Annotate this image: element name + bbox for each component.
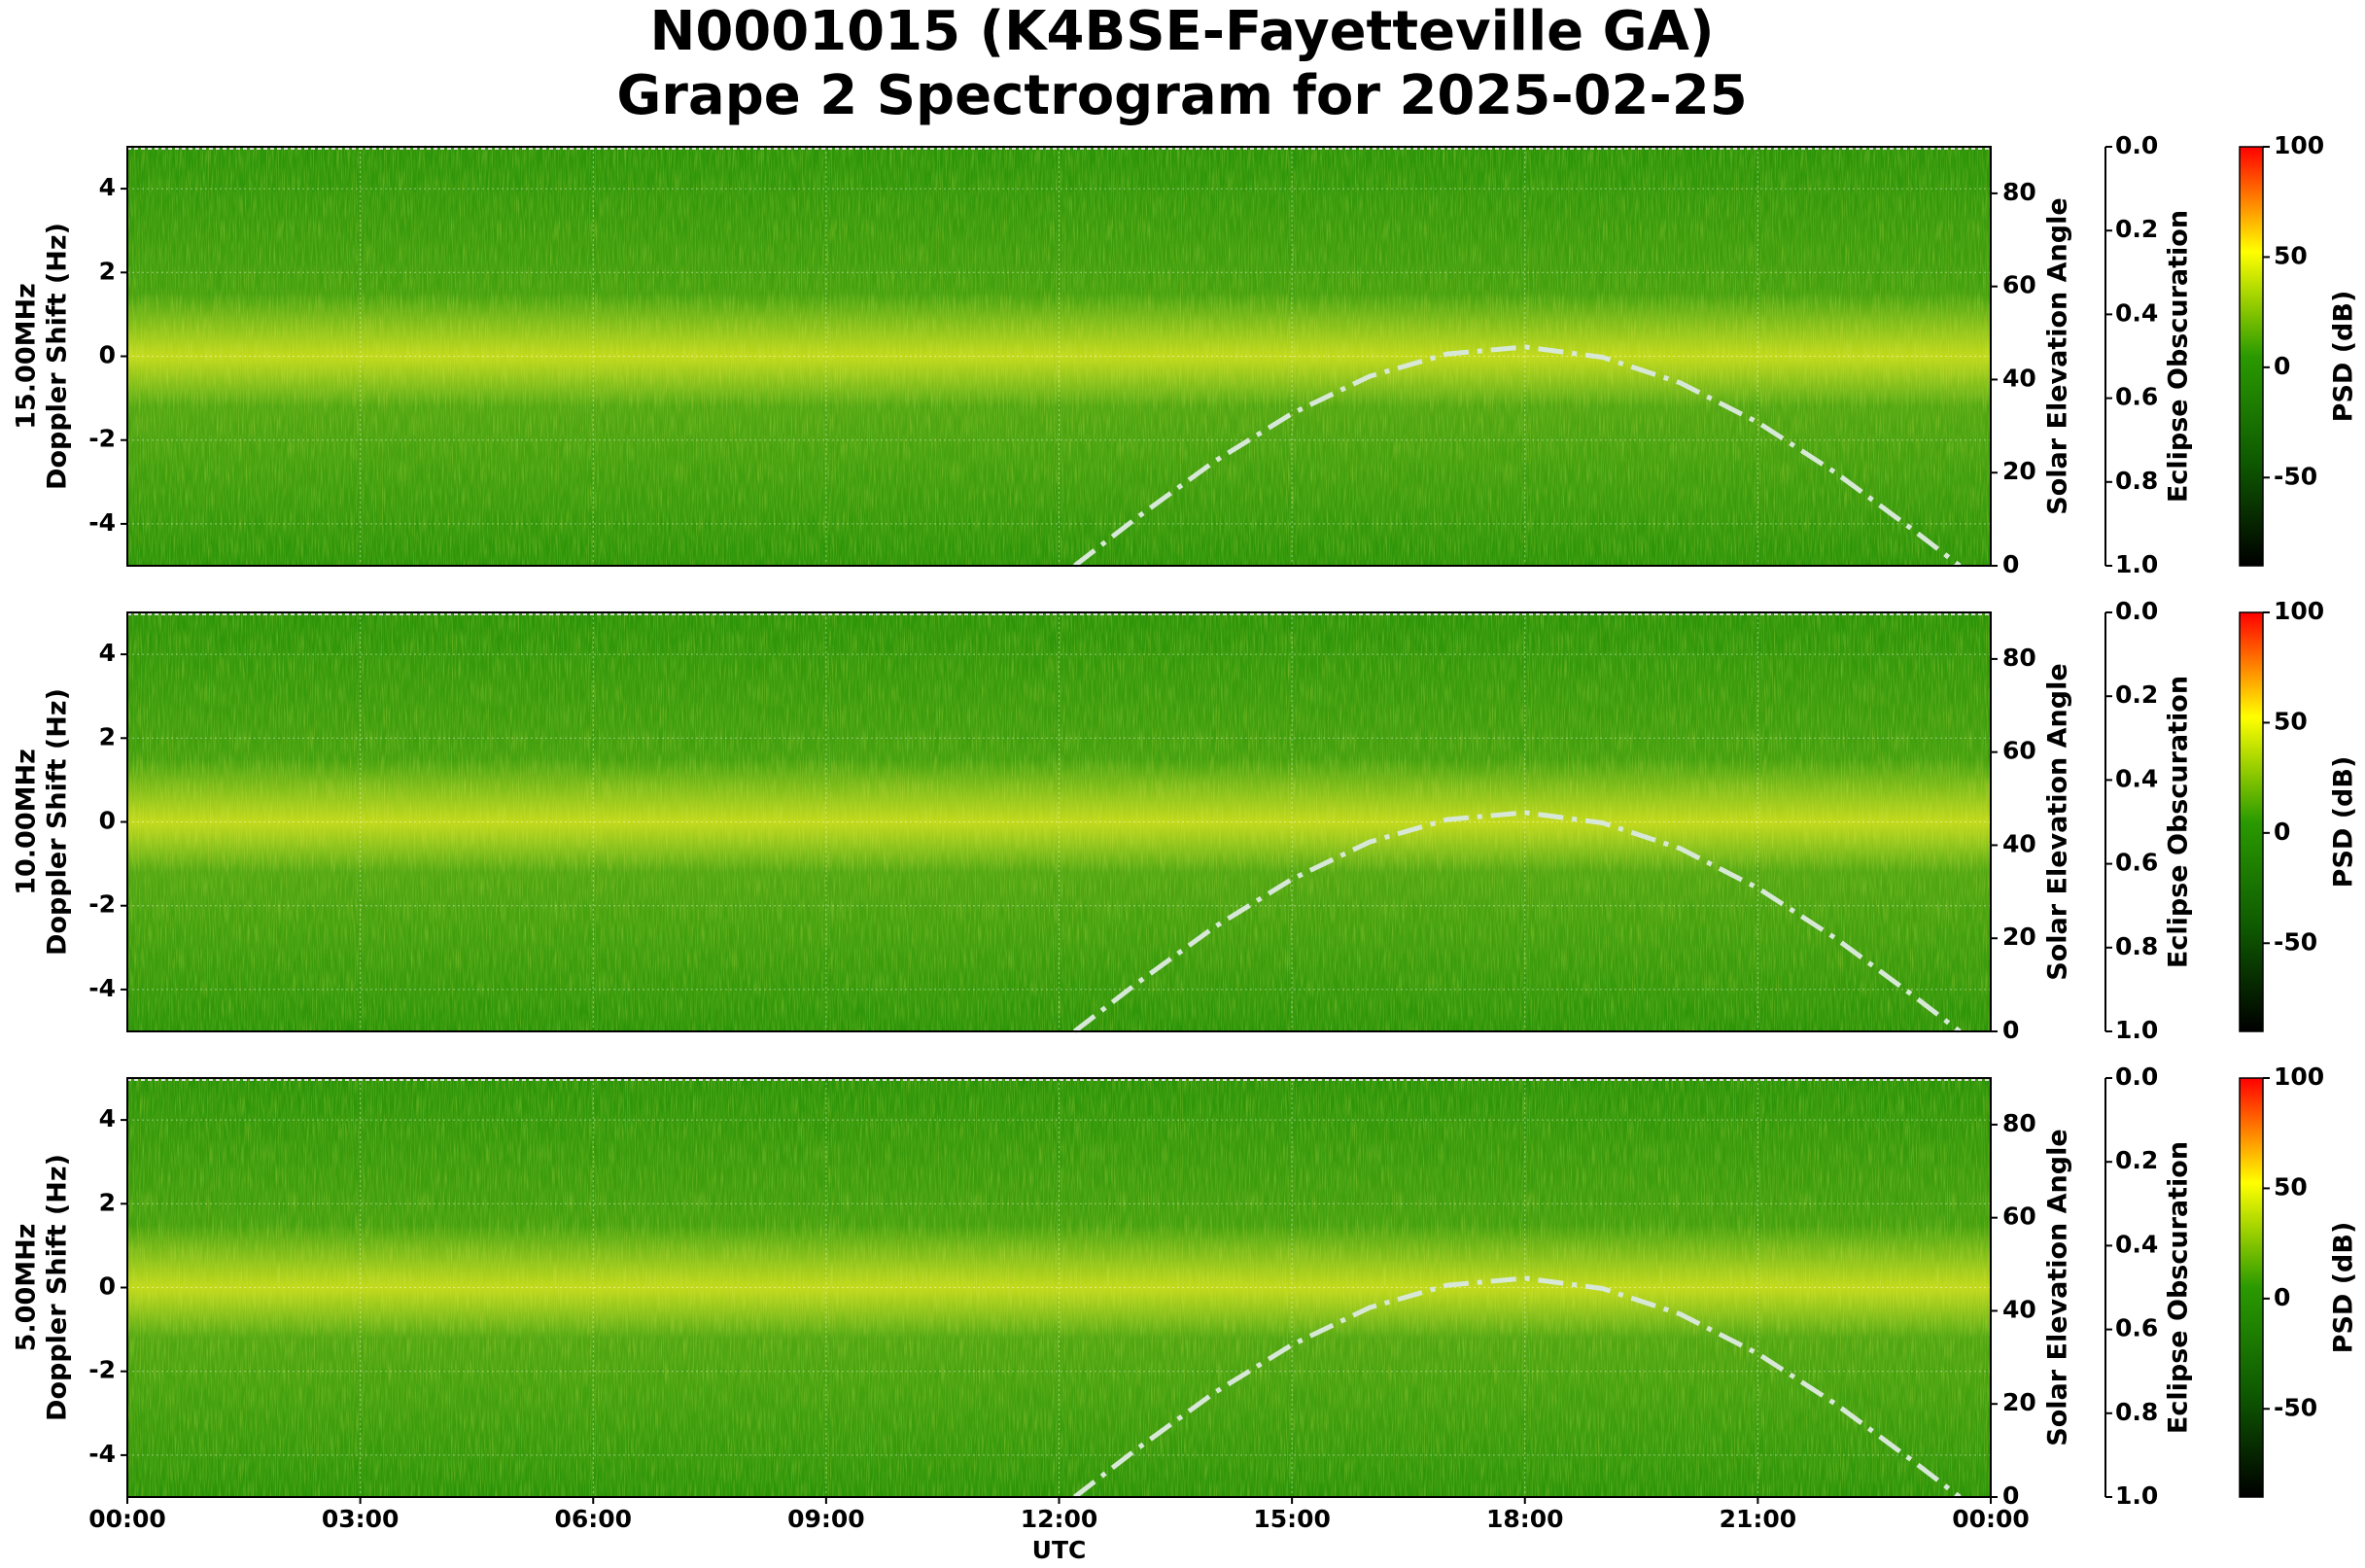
y2-tick-label: 60 <box>2002 1202 2036 1231</box>
chart-title: N0001015 (K4BSE-Fayetteville GA) <box>649 0 1714 63</box>
y3-tick-label: 0.6 <box>2115 849 2158 877</box>
y3-tick-label: 1.0 <box>2115 550 2158 578</box>
y3-axis-label: Eclipse Obscuration <box>2164 676 2194 968</box>
x-tick-label: 18:00 <box>1486 1505 1564 1533</box>
y-axis-label: 5.00MHz <box>12 1224 42 1352</box>
colorbar-label: PSD (dB) <box>2329 756 2359 889</box>
y-tick-label: -2 <box>88 425 116 453</box>
y-tick-label: 4 <box>99 173 116 201</box>
colorbar-tick-label: 50 <box>2274 241 2308 269</box>
colorbar-tick-label: 50 <box>2274 1172 2308 1201</box>
y3-tick-label: 0.0 <box>2115 131 2158 159</box>
y2-tick-label: 80 <box>2002 1109 2036 1137</box>
y2-tick-label: 60 <box>2002 271 2036 299</box>
colorbar-label: PSD (dB) <box>2329 1222 2359 1354</box>
x-tick-label: 00:00 <box>1952 1505 2030 1533</box>
x-tick-label: 00:00 <box>88 1505 166 1533</box>
y3-tick-label: 0.2 <box>2115 215 2158 243</box>
y2-tick-label: 20 <box>2002 923 2036 951</box>
y2-axis-label: Solar Elevation Angle <box>2043 1129 2073 1446</box>
y3-tick-label: 0.4 <box>2115 764 2158 792</box>
y2-tick-label: 40 <box>2002 1295 2036 1323</box>
colorbar-label: PSD (dB) <box>2329 291 2359 423</box>
y-tick-label: 0 <box>99 807 116 835</box>
y2-axis-label: Solar Elevation Angle <box>2043 663 2073 980</box>
y-axis-label: Doppler Shift (Hz) <box>43 1154 73 1421</box>
y-tick-label: 2 <box>99 1188 116 1216</box>
colorbar <box>2239 611 2264 1032</box>
y3-tick-label: 0.6 <box>2115 1314 2158 1342</box>
colorbar-tick-label: 50 <box>2274 707 2308 735</box>
x-tick-label: 06:00 <box>554 1505 632 1533</box>
colorbar-tick-label: 100 <box>2274 1063 2324 1091</box>
solar-elevation-line <box>1072 810 1962 1033</box>
y3-tick-label: 0.0 <box>2115 1063 2158 1091</box>
y2-axis-label: Solar Elevation Angle <box>2043 197 2073 514</box>
y-tick-label: 2 <box>99 257 116 285</box>
y3-tick-label: 0.4 <box>2115 1230 2158 1258</box>
x-tick-label: 03:00 <box>322 1505 400 1533</box>
chart-subtitle: Grape 2 Spectrogram for 2025-02-25 <box>616 64 1747 127</box>
colorbar-tick-label: -50 <box>2274 927 2317 956</box>
y3-axis-label: Eclipse Obscuration <box>2164 1141 2194 1434</box>
y-tick-label: 0 <box>99 1272 116 1301</box>
y3-tick-label: 0.8 <box>2115 932 2158 960</box>
y2-tick-label: 40 <box>2002 364 2036 392</box>
y3-tick-label: 1.0 <box>2115 1481 2158 1510</box>
colorbar-tick-label: 100 <box>2274 131 2324 159</box>
spectrogram-noise <box>127 1078 1991 1497</box>
y2-tick-label: 80 <box>2002 178 2036 206</box>
y2-tick-label: 0 <box>2002 1481 2019 1510</box>
x-tick-label: 21:00 <box>1720 1505 1797 1533</box>
spectrogram-noise <box>127 147 1991 566</box>
y3-tick-label: 0.6 <box>2115 383 2158 411</box>
colorbar-tick-label: 0 <box>2274 818 2290 846</box>
x-tick-label: 09:00 <box>787 1505 865 1533</box>
solar-elevation-line <box>1072 1275 1962 1499</box>
y3-axis-label: Eclipse Obscuration <box>2164 210 2194 503</box>
x-tick-label: 12:00 <box>1021 1505 1098 1533</box>
y3-tick-label: 0.8 <box>2115 467 2158 495</box>
x-axis-label: UTC <box>1032 1536 1087 1564</box>
y2-tick-label: 0 <box>2002 1016 2019 1044</box>
y-tick-label: -4 <box>88 974 116 1002</box>
y-tick-label: -2 <box>88 890 116 919</box>
y2-tick-label: 0 <box>2002 550 2019 578</box>
y-tick-label: -2 <box>88 1356 116 1384</box>
colorbar-tick-label: -50 <box>2274 1393 2317 1421</box>
y3-tick-label: 0.2 <box>2115 1146 2158 1174</box>
y3-tick-label: 0.4 <box>2115 298 2158 327</box>
y3-tick-label: 0.2 <box>2115 680 2158 709</box>
colorbar <box>2239 1077 2264 1498</box>
y-tick-label: -4 <box>88 1440 116 1468</box>
x-tick-label: 15:00 <box>1253 1505 1331 1533</box>
y-axis-label: Doppler Shift (Hz) <box>43 688 73 956</box>
y3-tick-label: 0.0 <box>2115 597 2158 625</box>
y-tick-label: 4 <box>99 639 116 667</box>
y-tick-label: 4 <box>99 1104 116 1132</box>
solar-elevation-line <box>1072 344 1962 568</box>
spectrogram-noise <box>127 612 1991 1031</box>
y2-tick-label: 80 <box>2002 644 2036 672</box>
colorbar <box>2239 146 2264 567</box>
y3-tick-label: 1.0 <box>2115 1016 2158 1044</box>
y-axis-label: Doppler Shift (Hz) <box>43 223 73 490</box>
colorbar-tick-label: 0 <box>2274 1283 2290 1311</box>
colorbar-tick-label: 100 <box>2274 597 2324 625</box>
y-tick-label: -4 <box>88 508 116 537</box>
y2-tick-label: 60 <box>2002 737 2036 765</box>
y3-tick-label: 0.8 <box>2115 1398 2158 1426</box>
y2-tick-label: 20 <box>2002 1388 2036 1416</box>
y-axis-label: 10.00MHz <box>12 749 42 895</box>
y-axis-label: 15.00MHz <box>12 283 42 430</box>
colorbar-tick-label: -50 <box>2274 462 2317 490</box>
colorbar-tick-label: 0 <box>2274 352 2290 380</box>
y-tick-label: 0 <box>99 341 116 369</box>
y2-tick-label: 20 <box>2002 457 2036 485</box>
y2-tick-label: 40 <box>2002 829 2036 857</box>
y-tick-label: 2 <box>99 722 116 750</box>
